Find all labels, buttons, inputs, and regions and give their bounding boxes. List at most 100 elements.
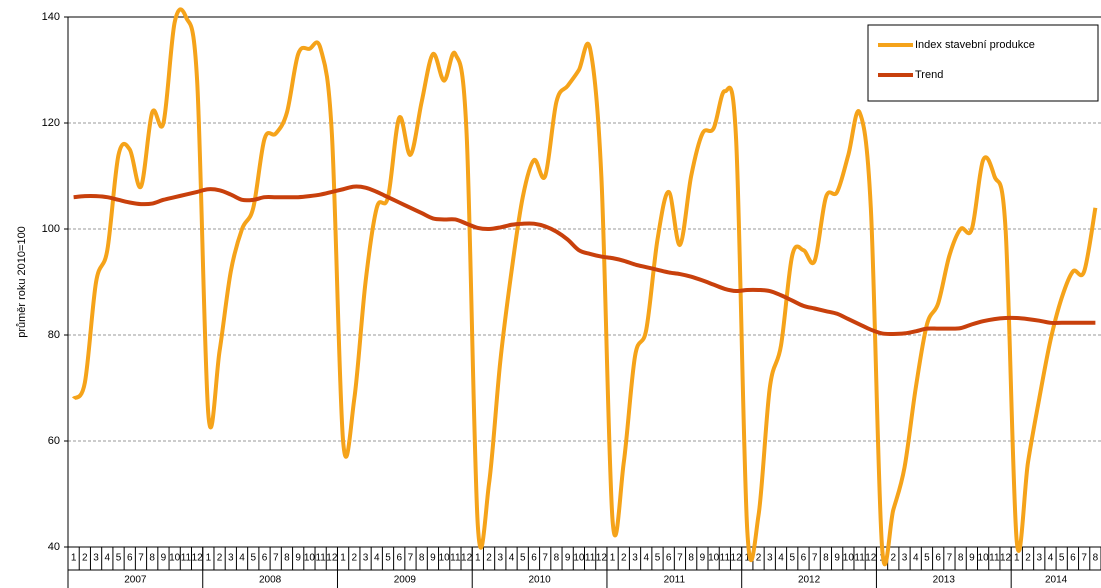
x-tick-label: 2 — [486, 553, 492, 564]
x-tick-label: 8 — [419, 553, 425, 564]
x-tick-label: 2 — [890, 553, 896, 564]
legend-box — [867, 24, 1099, 102]
x-tick-label: 8 — [1093, 553, 1099, 564]
x-tick-label: 8 — [958, 553, 964, 564]
y-axis-label: průměr roku 2010=100 — [16, 226, 28, 338]
x-tick-label: 5 — [116, 553, 122, 564]
y-tick-label: 140 — [42, 11, 60, 23]
x-tick-label: 2 — [756, 553, 762, 564]
x-tick-label: 2 — [621, 553, 627, 564]
x-tick-label: 5 — [789, 553, 795, 564]
x-tick-label: 12 — [865, 553, 877, 564]
x-tick-label: 10 — [978, 553, 990, 564]
x-tick-label: 10 — [169, 553, 181, 564]
x-tick-label: 5 — [1059, 553, 1065, 564]
x-tick-label: 3 — [363, 553, 369, 564]
x-tick-label: 5 — [385, 553, 391, 564]
x-tick-label: 1 — [206, 553, 212, 564]
x-tick-label: 9 — [700, 553, 706, 564]
x-tick-label: 1 — [610, 553, 616, 564]
x-tick-label: 9 — [161, 553, 167, 564]
x-tick-label: 4 — [105, 553, 111, 564]
x-tick-label: 8 — [823, 553, 829, 564]
x-tick-label: 2 — [82, 553, 88, 564]
x-tick-label: 11 — [989, 553, 1000, 564]
x-tick-label: 6 — [666, 553, 672, 564]
x-tick-label: 3 — [902, 553, 908, 564]
x-tick-label: 3 — [228, 553, 234, 564]
x-tick-label: 3 — [767, 553, 773, 564]
x-tick-label: 12 — [326, 553, 338, 564]
x-tick-label: 9 — [834, 553, 840, 564]
x-tick-label: 2 — [352, 553, 358, 564]
x-tick-label: 10 — [304, 553, 316, 564]
x-tick-label: 2 — [1025, 553, 1031, 564]
y-tick-label: 40 — [48, 541, 60, 553]
x-tick-label: 6 — [801, 553, 807, 564]
x-tick-label: 4 — [778, 553, 784, 564]
x-tick-label: 11 — [585, 553, 596, 564]
y-tick-label: 80 — [48, 329, 60, 341]
x-tick-label: 6 — [262, 553, 268, 564]
x-tick-label: 12 — [461, 553, 473, 564]
x-tick-label: 3 — [93, 553, 99, 564]
y-tick-label: 100 — [42, 223, 60, 235]
x-tick-label: 7 — [273, 553, 279, 564]
x-tick-label: 6 — [531, 553, 537, 564]
x-tick-label: 7 — [408, 553, 414, 564]
x-tick-label: 9 — [295, 553, 301, 564]
x-tick-label: 4 — [374, 553, 380, 564]
x-tick-label: 7 — [677, 553, 683, 564]
x-tick-label: 12 — [192, 553, 204, 564]
series-line — [73, 184, 1096, 336]
x-tick-label: 5 — [924, 553, 930, 564]
x-tick-label: 5 — [655, 553, 661, 564]
year-label: 2008 — [259, 575, 282, 586]
x-tick-label: 12 — [731, 553, 743, 564]
x-tick-label: 3 — [1036, 553, 1042, 564]
x-tick-label: 1 — [745, 553, 751, 564]
x-tick-label: 3 — [632, 553, 638, 564]
year-label: 2011 — [664, 575, 686, 586]
x-tick-label: 7 — [812, 553, 818, 564]
year-label: 2012 — [798, 575, 821, 586]
year-label: 2013 — [933, 575, 956, 586]
x-tick-label: 5 — [520, 553, 526, 564]
x-tick-label: 9 — [969, 553, 975, 564]
x-tick-label: 7 — [542, 553, 548, 564]
y-tick-label: 120 — [42, 117, 60, 129]
x-tick-label: 3 — [498, 553, 504, 564]
x-tick-label: 6 — [396, 553, 402, 564]
legend-label: Trend — [915, 69, 943, 81]
x-tick-label: 4 — [1048, 553, 1054, 564]
year-label: 2010 — [528, 575, 551, 586]
x-tick-label: 11 — [315, 553, 326, 564]
x-tick-label: 10 — [843, 553, 855, 564]
x-tick-label: 2 — [217, 553, 223, 564]
x-tick-label: 4 — [913, 553, 919, 564]
x-tick-label: 8 — [688, 553, 694, 564]
x-tick-label: 8 — [284, 553, 290, 564]
x-tick-label: 7 — [947, 553, 953, 564]
x-tick-label: 6 — [1070, 553, 1076, 564]
x-tick-label: 5 — [250, 553, 256, 564]
x-tick-label: 4 — [643, 553, 649, 564]
x-tick-label: 8 — [149, 553, 155, 564]
x-tick-label: 11 — [181, 553, 192, 564]
x-tick-label: 1 — [1014, 553, 1020, 564]
x-tick-label: 10 — [573, 553, 585, 564]
legend-label: Index stavební produkce — [915, 39, 1035, 51]
x-tick-label: 9 — [565, 553, 571, 564]
x-tick-label: 12 — [1000, 553, 1012, 564]
x-tick-label: 10 — [708, 553, 720, 564]
x-tick-label: 7 — [138, 553, 144, 564]
x-tick-label: 6 — [935, 553, 941, 564]
x-tick-label: 1 — [340, 553, 346, 564]
x-tick-label: 4 — [509, 553, 515, 564]
x-tick-label: 11 — [450, 553, 461, 564]
y-tick-label: 60 — [48, 435, 60, 447]
x-tick-label: 9 — [430, 553, 436, 564]
x-tick-label: 11 — [720, 553, 731, 564]
